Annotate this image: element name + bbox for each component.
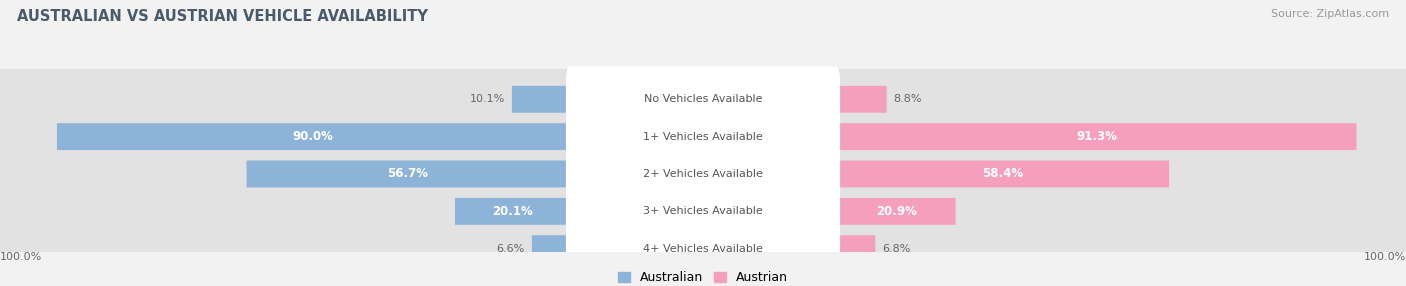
FancyBboxPatch shape <box>565 66 841 132</box>
Text: 90.0%: 90.0% <box>292 130 333 143</box>
Text: 20.9%: 20.9% <box>876 205 917 218</box>
Text: 100.0%: 100.0% <box>0 252 42 262</box>
Text: 10.1%: 10.1% <box>470 94 505 104</box>
FancyBboxPatch shape <box>456 198 569 225</box>
FancyBboxPatch shape <box>837 198 956 225</box>
FancyBboxPatch shape <box>565 178 841 244</box>
FancyBboxPatch shape <box>56 123 569 150</box>
Text: 3+ Vehicles Available: 3+ Vehicles Available <box>643 206 763 216</box>
Text: 56.7%: 56.7% <box>388 168 429 180</box>
Text: 91.3%: 91.3% <box>1076 130 1116 143</box>
Text: 6.8%: 6.8% <box>883 244 911 254</box>
FancyBboxPatch shape <box>0 181 1406 242</box>
FancyBboxPatch shape <box>0 69 1406 130</box>
Text: 1+ Vehicles Available: 1+ Vehicles Available <box>643 132 763 142</box>
FancyBboxPatch shape <box>0 106 1406 167</box>
Text: 4+ Vehicles Available: 4+ Vehicles Available <box>643 244 763 254</box>
FancyBboxPatch shape <box>0 144 1406 204</box>
Text: 8.8%: 8.8% <box>894 94 922 104</box>
Text: No Vehicles Available: No Vehicles Available <box>644 94 762 104</box>
Text: 58.4%: 58.4% <box>983 168 1024 180</box>
FancyBboxPatch shape <box>565 104 841 170</box>
Text: Source: ZipAtlas.com: Source: ZipAtlas.com <box>1271 9 1389 19</box>
Text: 6.6%: 6.6% <box>496 244 524 254</box>
FancyBboxPatch shape <box>531 235 569 262</box>
FancyBboxPatch shape <box>837 160 1170 187</box>
FancyBboxPatch shape <box>837 235 876 262</box>
FancyBboxPatch shape <box>837 86 887 113</box>
Text: AUSTRALIAN VS AUSTRIAN VEHICLE AVAILABILITY: AUSTRALIAN VS AUSTRIAN VEHICLE AVAILABIL… <box>17 9 427 23</box>
FancyBboxPatch shape <box>837 123 1357 150</box>
FancyBboxPatch shape <box>565 141 841 207</box>
FancyBboxPatch shape <box>512 86 569 113</box>
Text: 100.0%: 100.0% <box>1364 252 1406 262</box>
FancyBboxPatch shape <box>0 219 1406 279</box>
Legend: Australian, Austrian: Australian, Austrian <box>613 267 793 286</box>
FancyBboxPatch shape <box>246 160 569 187</box>
Text: 2+ Vehicles Available: 2+ Vehicles Available <box>643 169 763 179</box>
FancyBboxPatch shape <box>565 216 841 281</box>
Text: 20.1%: 20.1% <box>492 205 533 218</box>
